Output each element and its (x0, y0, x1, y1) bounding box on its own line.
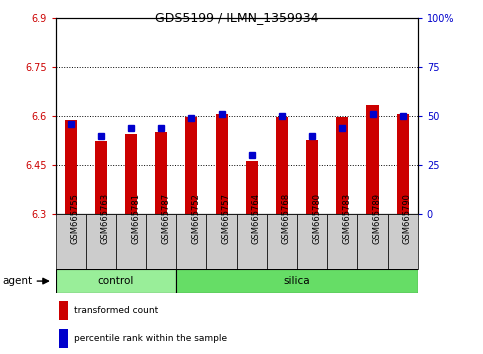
Text: GSM665781: GSM665781 (131, 193, 140, 244)
Bar (116, 214, 146, 269)
Bar (95, 141, 107, 214)
Bar (65, 120, 77, 214)
Text: transformed count: transformed count (73, 306, 158, 315)
Bar (237, 214, 267, 269)
Bar (56, 214, 86, 269)
Bar (276, 116, 288, 214)
Bar (86, 214, 116, 269)
Bar (215, 114, 227, 214)
Bar (59, 301, 68, 320)
Text: GSM665789: GSM665789 (372, 193, 382, 244)
Bar (125, 134, 137, 214)
Bar (388, 214, 418, 269)
Bar (59, 330, 68, 348)
Bar (176, 214, 207, 269)
Bar (397, 114, 409, 214)
Text: GSM665757: GSM665757 (222, 193, 230, 244)
Text: percentile rank within the sample: percentile rank within the sample (73, 334, 227, 343)
Bar (155, 132, 167, 214)
Text: GSM665764: GSM665764 (252, 193, 261, 244)
Bar (267, 214, 297, 269)
Text: GDS5199 / ILMN_1359934: GDS5199 / ILMN_1359934 (155, 11, 318, 24)
Text: GSM665780: GSM665780 (312, 193, 321, 244)
Bar (207, 214, 237, 269)
Bar (246, 161, 258, 214)
Bar (297, 214, 327, 269)
Bar (357, 214, 388, 269)
Bar (176, 269, 418, 293)
Bar (327, 214, 357, 269)
Text: agent: agent (3, 276, 33, 286)
Text: GSM665755: GSM665755 (71, 193, 80, 244)
Text: GSM665752: GSM665752 (191, 193, 200, 244)
Text: control: control (98, 276, 134, 286)
Text: silica: silica (284, 276, 311, 286)
Bar (146, 214, 176, 269)
Text: GSM665790: GSM665790 (403, 193, 412, 244)
Bar (336, 116, 348, 214)
Bar (306, 141, 318, 214)
Text: GSM665787: GSM665787 (161, 193, 170, 244)
Text: GSM665783: GSM665783 (342, 193, 351, 244)
Bar (367, 105, 379, 214)
Text: GSM665768: GSM665768 (282, 193, 291, 244)
Text: GSM665763: GSM665763 (101, 193, 110, 244)
Bar (56, 269, 176, 293)
Bar (185, 117, 198, 214)
